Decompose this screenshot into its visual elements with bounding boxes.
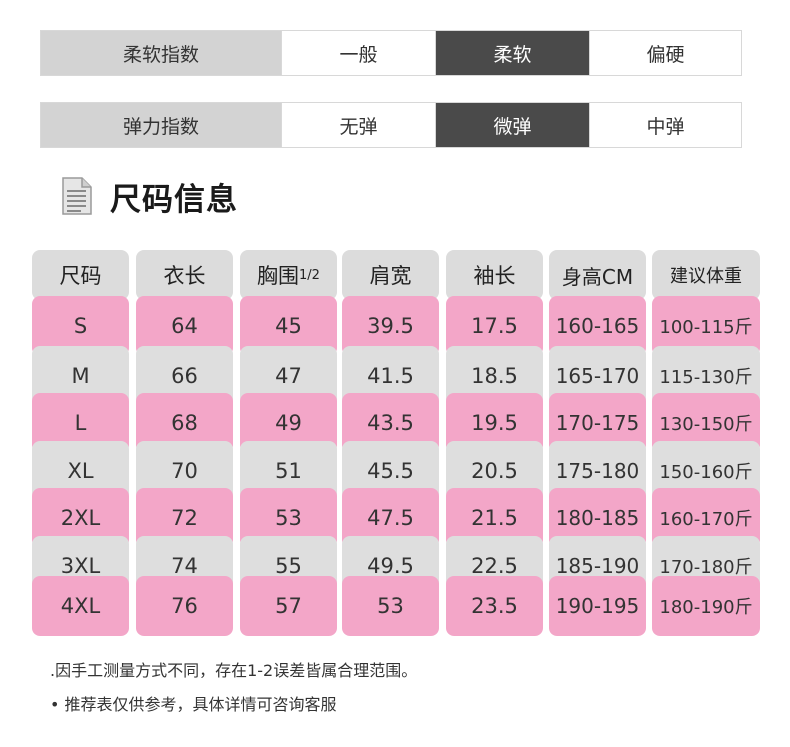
- cell-size-4xl: 4XL: [32, 576, 129, 636]
- header-sleeve: 袖长: [446, 250, 543, 300]
- size-table: 尺码 S M L XL 2XL 3XL 4XL 衣长 64 66 68 70 7…: [32, 250, 760, 636]
- note-reference: • 推荐表仅供参考，具体详情可咨询客服: [50, 695, 337, 714]
- column-bust: 胸围 1/2 45 47 49 51 53 55 57: [240, 250, 337, 636]
- header-shoulder: 肩宽: [342, 250, 439, 300]
- header-bust: 胸围 1/2: [240, 250, 337, 300]
- header-bust-label: 胸围: [257, 264, 300, 288]
- elasticity-index-row: 弹力指数 无弹 微弹 中弹: [40, 102, 742, 148]
- column-sleeve: 袖长 17.5 18.5 19.5 20.5 21.5 22.5 23.5: [446, 250, 543, 636]
- softness-option-soft: 柔软: [435, 31, 589, 75]
- header-bust-fraction: 1/2: [299, 267, 320, 283]
- cell-height: 190-195: [549, 576, 646, 636]
- cell-length: 76: [136, 576, 233, 636]
- cell-bust: 57: [240, 576, 337, 636]
- column-length: 衣长 64 66 68 70 72 74 76: [136, 250, 233, 636]
- softness-index-row: 柔软指数 一般 柔软 偏硬: [40, 30, 742, 76]
- header-size: 尺码: [32, 250, 129, 300]
- cell-sleeve: 23.5: [446, 576, 543, 636]
- header-height: 身高CM: [549, 250, 646, 300]
- elasticity-option-none: 无弹: [281, 103, 435, 147]
- elasticity-label: 弹力指数: [41, 103, 281, 147]
- column-height: 身高CM 160-165 165-170 170-175 175-180 180…: [549, 250, 646, 636]
- size-info-heading: 尺码信息: [62, 174, 238, 218]
- softness-option-hard: 偏硬: [589, 31, 741, 75]
- column-size: 尺码 S M L XL 2XL 3XL 4XL: [32, 250, 129, 636]
- softness-option-normal: 一般: [281, 31, 435, 75]
- header-length: 衣长: [136, 250, 233, 300]
- elasticity-option-slight: 微弹: [435, 103, 589, 147]
- note-measurement: .因手工测量方式不同，存在1-2误差皆属合理范围。: [50, 661, 418, 680]
- column-weight: 建议体重 100-115斤 115-130斤 130-150斤 150-160斤…: [652, 250, 760, 636]
- cell-sleeve: 18.5: [446, 346, 543, 406]
- section-title: 尺码信息: [110, 181, 238, 218]
- header-weight: 建议体重: [652, 250, 760, 300]
- cell-weight: 180-190斤: [652, 576, 760, 636]
- cell-shoulder: 53: [342, 576, 439, 636]
- softness-label: 柔软指数: [41, 31, 281, 75]
- notes: .因手工测量方式不同，存在1-2误差皆属合理范围。 • 推荐表仅供参考，具体详情…: [50, 656, 750, 724]
- elasticity-option-medium: 中弹: [589, 103, 741, 147]
- column-shoulder: 肩宽 39.5 41.5 43.5 45.5 47.5 49.5 53: [342, 250, 439, 636]
- document-icon: [62, 177, 92, 215]
